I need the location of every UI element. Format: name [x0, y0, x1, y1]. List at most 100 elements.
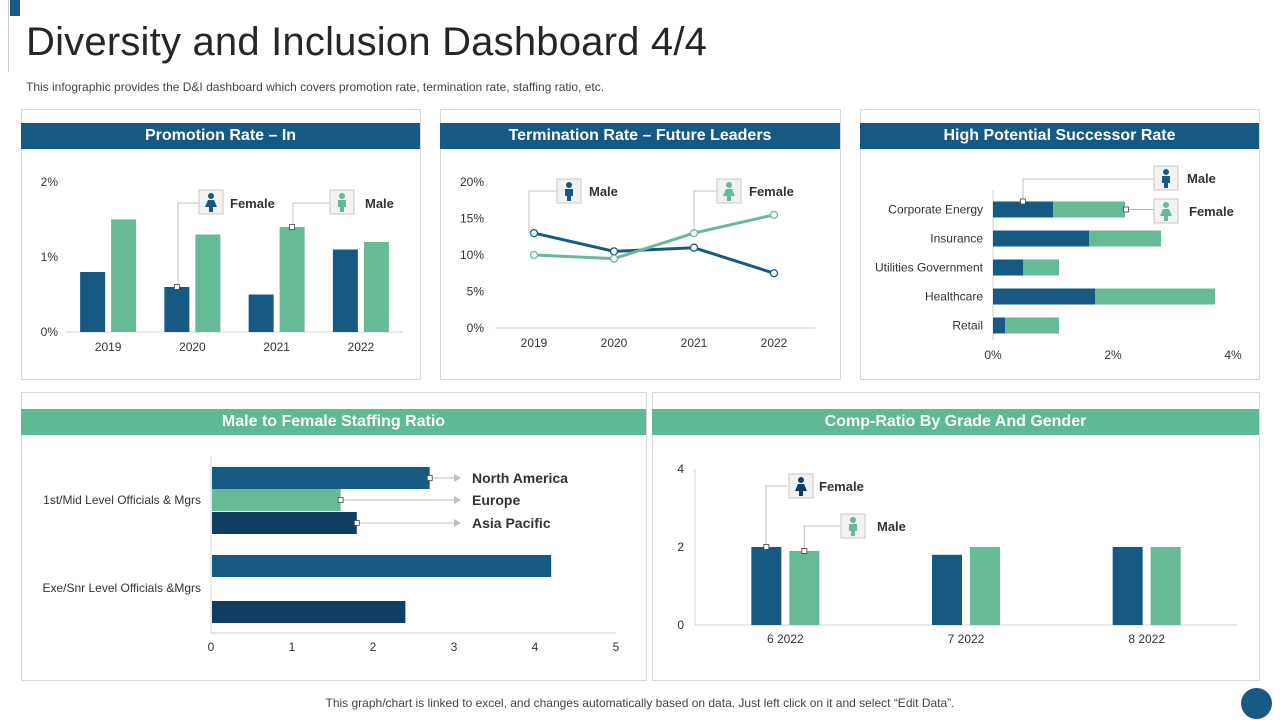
successor-y-tick: Retail — [952, 319, 983, 333]
successor-rate-chart[interactable]: Corporate Energy Insurance Utilities Gover… — [860, 150, 1260, 375]
compratio-legend-male: Male — [877, 519, 906, 534]
staffing-x-tick: 4 — [532, 640, 539, 654]
termination-x-tick: 2022 — [761, 336, 788, 350]
male-person-icon-head — [566, 182, 572, 188]
successor-bar — [993, 230, 1089, 247]
male-person-icon — [329, 189, 355, 215]
female-person-icon — [716, 178, 742, 204]
staffing-x-tick: 5 — [613, 640, 620, 654]
termination-panel — [440, 109, 841, 380]
termination-rate-chart[interactable]: 0% 5% 10% 15% 20% 2019 2020 2021 2022 Male Female — [440, 150, 841, 375]
staffing-arrow-icon — [454, 474, 461, 482]
termination-y-tick: 5% — [467, 285, 485, 299]
successor-male-marker — [1020, 198, 1026, 205]
staffing-bar — [212, 555, 552, 577]
successor-y-tick: Insurance — [930, 232, 983, 246]
successor-x-tick: 0% — [984, 348, 1002, 362]
compratio-bar — [932, 554, 962, 625]
promotion-bar — [332, 249, 358, 332]
promotion-y-tick: 2% — [41, 175, 59, 189]
successor-y-tick: Healthcare — [925, 290, 983, 304]
compratio-legend-female: Female — [819, 479, 864, 494]
successor-bar — [993, 288, 1095, 305]
compratio-y-tick: 2 — [677, 540, 684, 554]
compratio-y-tick: 4 — [677, 462, 684, 476]
termination-legend-male: Male — [589, 184, 618, 199]
promotion-bar — [164, 287, 190, 332]
title-accent-line — [8, 0, 9, 72]
successor-male-leader — [1022, 178, 1153, 202]
termination-legend-female: Female — [749, 184, 794, 199]
successor-bar — [1005, 317, 1059, 334]
male-person-icon-head — [339, 193, 345, 199]
staffing-bar — [212, 489, 341, 511]
female-person-icon-body — [723, 189, 735, 201]
successor-bar — [993, 201, 1053, 218]
promotion-x-tick: 2020 — [179, 340, 206, 354]
promotion-y-tick: 0% — [41, 325, 59, 339]
compratio-male-marker — [801, 548, 808, 554]
promotion-panel-header: Promotion Rate – In — [21, 123, 420, 149]
compratio-bar — [751, 547, 782, 625]
male-person-icon-body — [849, 524, 857, 536]
staffing-bar — [212, 601, 406, 623]
promotion-male-leader — [292, 202, 329, 228]
staffing-legend-europe: Europe — [472, 492, 520, 508]
staffing-marker — [353, 520, 360, 526]
termination-line-female — [533, 213, 775, 261]
page-subtitle: This infographic provides the D&I dashbo… — [26, 80, 605, 94]
promotion-legend-male: Male — [365, 196, 394, 211]
male-person-icon-body — [1162, 176, 1170, 188]
promotion-bar — [111, 219, 137, 332]
termination-line-male — [533, 231, 775, 275]
compratio-panel — [652, 392, 1260, 681]
male-person-icon-head — [1163, 169, 1169, 175]
staffing-bar — [212, 512, 357, 534]
termination-x-tick: 2019 — [521, 336, 548, 350]
promotion-bar — [195, 234, 221, 332]
promotion-rate-chart[interactable]: 0% 1% 2% 2019 2020 2021 2022 Female Male — [21, 150, 421, 375]
staffing-arrow-icon — [454, 496, 461, 504]
promotion-bar — [80, 272, 106, 332]
successor-y-tick: Corporate Energy — [888, 203, 983, 217]
promotion-bar — [248, 294, 274, 332]
promotion-panel — [21, 109, 421, 380]
termination-y-tick: 15% — [460, 212, 484, 226]
termination-y-tick: 10% — [460, 248, 484, 262]
staffing-ratio-chart[interactable]: 0 1 2 3 4 5 1st/Mid Level Officials & Mgrs Exe/… — [21, 436, 647, 676]
termination-point — [609, 247, 619, 256]
staffing-panel-header: Male to Female Staffing Ratio — [21, 409, 646, 435]
footer-note: This graph/chart is linked to excel, and… — [325, 696, 955, 710]
termination-male-leader — [528, 190, 557, 234]
successor-female-marker — [1123, 206, 1129, 213]
successor-x-tick: 2% — [1104, 348, 1122, 362]
staffing-legend-north-america: North America — [472, 470, 568, 486]
promotion-x-tick: 2019 — [95, 340, 122, 354]
female-person-icon — [788, 473, 814, 499]
promotion-x-tick: 2022 — [348, 340, 375, 354]
female-person-icon — [198, 189, 224, 215]
compratio-bar — [789, 550, 820, 625]
compratio-x-tick: 8 2022 — [1128, 632, 1165, 646]
termination-point — [689, 243, 699, 252]
female-person-icon-head — [1163, 202, 1169, 208]
termination-y-tick: 0% — [467, 321, 485, 335]
compratio-bar — [1112, 547, 1143, 625]
successor-bar — [1095, 288, 1215, 305]
termination-point — [769, 269, 779, 278]
corner-decoration — [1241, 688, 1272, 719]
staffing-x-tick: 2 — [370, 640, 377, 654]
female-person-icon-head — [798, 477, 804, 483]
staffing-x-tick: 0 — [208, 640, 215, 654]
page-title: Diversity and Inclusion Dashboard 4/4 — [26, 20, 708, 64]
promotion-bar — [363, 242, 389, 332]
comp-ratio-chart[interactable]: 0 2 4 6 2022 7 2022 8 2022 Female Male — [652, 436, 1260, 676]
compratio-bar — [1150, 547, 1181, 625]
staffing-arrow-icon — [454, 519, 461, 527]
male-person-icon-head — [850, 517, 856, 523]
promotion-male-marker — [289, 224, 296, 230]
promotion-legend-female: Female — [230, 196, 275, 211]
successor-y-tick: Utilities Government — [875, 261, 984, 275]
female-person-icon — [1153, 198, 1179, 224]
successor-bar — [1023, 259, 1059, 276]
